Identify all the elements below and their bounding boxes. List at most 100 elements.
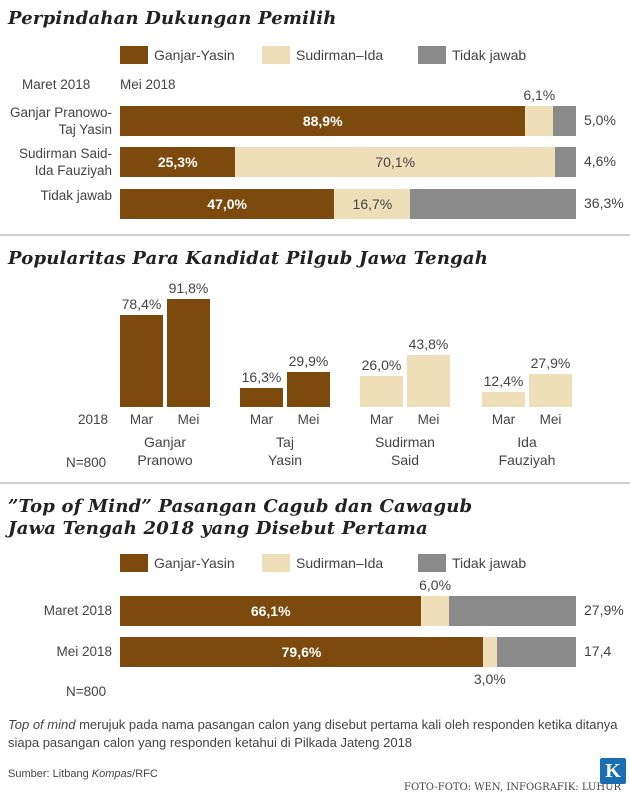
bar-segment [410,189,576,219]
chart3-legend-sudirman: Sudirman–Ida [262,554,383,572]
column-value-label: 12,4% [483,373,524,390]
divider [0,234,630,236]
bar-segment: 47,0% [120,189,335,219]
column-value-label: 27,9% [530,355,571,372]
bar-value-label: 17,4 [584,643,612,659]
column-value-label: 16,3% [241,368,282,385]
row-label: Sudirman Said- Ida Fauziyah [0,145,112,179]
bar-segment: 16,7% [334,189,411,219]
column-x-label: Mei [177,412,200,427]
chart3-legend-ganjar: Ganjar-Yasin [120,554,235,572]
source-suffix: /RFC [132,768,158,780]
bar-segment [421,596,449,626]
bar-segment [482,637,497,667]
group-name: Pranowo [137,452,193,468]
column-x-label: Mar [491,412,516,427]
bar-value-label: 27,9% [584,602,624,618]
chart1-legend-sudirman: Sudirman–Ida [262,46,383,64]
bar-value-label: 6,1% [523,87,556,103]
row-label: Maret 2018 [0,602,112,619]
column-bar [167,299,210,407]
row-label-line: Sudirman Said- [18,146,112,161]
bar-segment: 25,3% [120,147,236,177]
bar-segment: 88,9% [120,106,526,136]
legend-swatch [120,554,148,572]
column-value-label: 43,8% [408,336,449,353]
chart1-col-right: Mei 2018 [120,77,176,92]
group-name: Taj [276,434,294,450]
bar-segment: 66,1% [120,596,422,626]
column-bar [287,371,330,407]
column-x-label: Mei [539,412,562,427]
column-value-label: 91,8% [168,280,209,296]
footnote-italic: Top of mind [8,717,76,732]
column-value-label: 26,0% [361,357,402,374]
group-name: Fauziyah [498,452,556,468]
bar-value-label: 5,0% [584,112,616,128]
chart1-legend-ganjar: Ganjar-Yasin [120,46,235,64]
source-italic: Kompas [91,768,133,780]
bar-value-label: 6,0% [419,577,452,593]
chart2-title: Popularitas Para Kandidat Pilgub Jawa Te… [8,248,489,269]
bar-segment [448,596,576,626]
bar-value-label: 4,6% [584,153,616,169]
legend-swatch [120,46,148,64]
group-name: Yasin [268,452,302,468]
column-value-label: 78,4% [121,295,162,312]
chart2-n-label: N=800 [66,455,107,470]
bar-value-label: 36,3% [584,195,624,211]
bar-segment [553,106,576,136]
row-label-line: Taj Yasin [58,122,112,137]
chart1-col-left: Maret 2018 [22,77,91,92]
divider [0,482,630,484]
row-label-line: Mei 2018 [56,644,112,659]
group-name: Sudirman [375,434,435,450]
row-label: Mei 2018 [0,643,112,660]
chart3-title-line1: ”Top of Mind” Pasangan Cagub dan Cawagub [8,496,473,517]
column-bar [482,392,525,407]
column-bar [240,387,283,407]
legend-swatch [418,46,446,64]
legend-swatch [262,46,290,64]
kompas-logo: K [600,758,626,784]
chart3-title-line2: Jawa Tengah 2018 yang Disebut Pertama [8,518,428,539]
row-label-line: Maret 2018 [43,603,112,618]
column-bar [529,374,572,407]
bar-value-label: 3,0% [473,671,506,687]
column-x-label: Mei [297,412,320,427]
source-credit: Sumber: Litbang Kompas/RFC [8,768,158,780]
legend-swatch [262,554,290,572]
legend-label: Sudirman–Ida [296,555,384,571]
source-prefix: Sumber: Litbang [8,768,92,780]
column-bar [407,355,450,407]
group-name: Said [390,452,420,468]
chart1-legend-tidak: Tidak jawab [418,46,526,64]
row-label: Ganjar Pranowo- Taj Yasin [0,104,112,138]
legend-label: Sudirman–Ida [296,47,384,63]
group-name: Ida [517,434,537,450]
legend-swatch [418,554,446,572]
legend-label: Ganjar-Yasin [154,555,235,571]
legend-label: Ganjar-Yasin [154,47,235,63]
row-label-line: Ida Fauziyah [34,163,112,178]
chart1-title: Perpindahan Dukungan Pemilih [8,8,337,29]
bar-segment: 79,6% [120,637,483,667]
column-x-label: Mar [369,412,394,427]
photo-credit: FOTO-FOTO: WEN, INFOGRAFIK: LUHUR [404,782,622,793]
column-bar [360,376,403,407]
bar-segment [525,106,554,136]
row-label-line: Tidak jawab [40,188,112,203]
legend-label: Tidak jawab [452,555,527,571]
chart3-n-label: N=800 [66,684,107,699]
row-label: Tidak jawab [0,187,112,204]
row-label-line: Ganjar Pranowo- [9,105,112,120]
column-value-label: 29,9% [288,352,329,369]
bar-segment [555,147,576,177]
column-x-label: Mar [249,412,274,427]
group-name: Ganjar [143,434,187,450]
column-x-label: Mei [417,412,440,427]
bar-segment: 70,1% [235,147,555,177]
column-x-label: Mar [129,412,154,427]
footnote: Top of mind merujuk pada nama pasangan c… [8,716,623,752]
bar-segment [496,637,576,667]
